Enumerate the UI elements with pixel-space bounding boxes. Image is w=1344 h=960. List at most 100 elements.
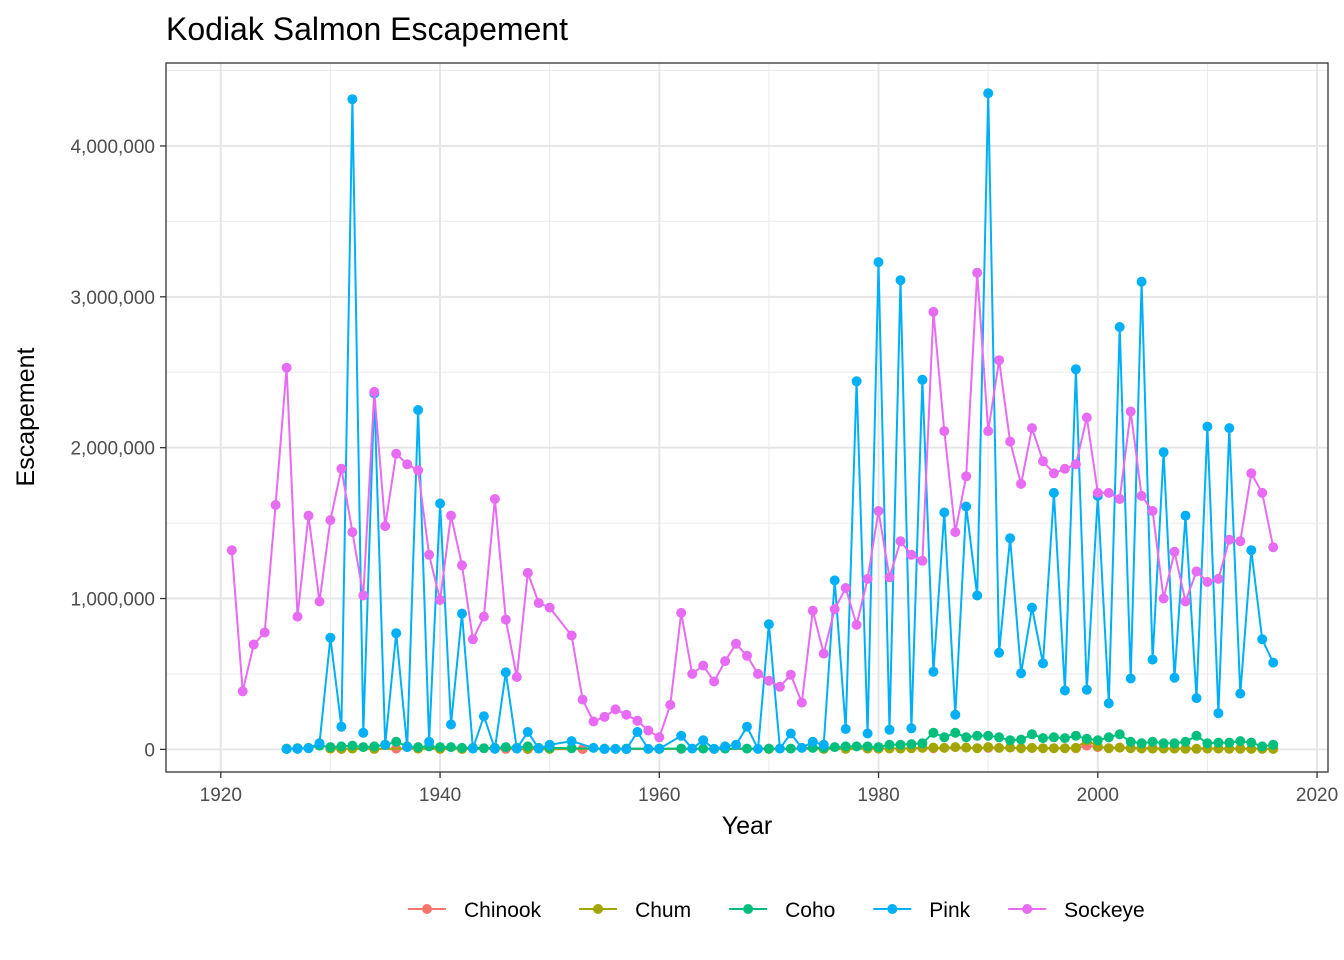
- data-point-sockeye: [511, 672, 522, 682]
- data-point-pink: [478, 711, 489, 722]
- data-point-pink: [336, 721, 347, 732]
- data-point-pink: [676, 730, 687, 741]
- data-point-pink: [1257, 634, 1268, 645]
- data-point-sockeye: [1081, 412, 1092, 423]
- data-point-coho: [763, 743, 774, 754]
- data-point-sockeye: [566, 630, 577, 641]
- data-point-sockeye: [1235, 536, 1246, 547]
- x-axis: 1920 1940 1960 1980 2000 2020: [200, 772, 1338, 806]
- data-point-coho: [1213, 737, 1224, 748]
- data-point-coho: [1268, 739, 1279, 750]
- x-tick-label: 1920: [200, 785, 242, 806]
- data-point-sockeye: [742, 650, 752, 661]
- data-point-chum: [939, 742, 950, 753]
- data-point-sockeye: [884, 572, 895, 583]
- data-point-chum: [1016, 743, 1027, 754]
- y-tick-label: 2,000,000: [70, 439, 155, 460]
- data-point-pink: [588, 742, 599, 753]
- data-point-pink: [829, 575, 840, 586]
- series-layer: [226, 88, 1279, 755]
- data-point-sockeye: [1147, 506, 1158, 516]
- legend-item-chum: Chum: [579, 899, 691, 922]
- x-tick-label: 1960: [638, 785, 680, 806]
- data-point-coho: [917, 738, 928, 749]
- data-point-sockeye: [402, 459, 413, 470]
- data-point-sockeye: [785, 669, 796, 680]
- data-point-pink: [1191, 693, 1202, 704]
- data-point-coho: [1027, 729, 1037, 740]
- data-point-sockeye: [478, 611, 489, 622]
- data-point-coho: [983, 730, 994, 741]
- data-point-coho: [1114, 729, 1125, 740]
- data-point-pink: [1180, 510, 1191, 521]
- y-tick-label: 1,000,000: [70, 590, 155, 611]
- data-point-sockeye: [950, 527, 961, 538]
- data-point-coho: [1059, 733, 1070, 744]
- data-point-chum: [972, 743, 983, 754]
- data-point-coho: [1235, 736, 1246, 747]
- data-point-coho: [698, 743, 709, 754]
- data-point-sockeye: [489, 494, 500, 504]
- data-point-sockeye: [281, 362, 292, 373]
- data-point-pink: [851, 376, 862, 387]
- data-point-coho: [884, 739, 895, 750]
- data-point-pink: [303, 743, 314, 754]
- data-point-pink: [621, 744, 632, 755]
- data-point-coho: [500, 742, 511, 753]
- data-point-pink: [511, 743, 522, 754]
- data-point-sockeye: [577, 694, 588, 705]
- data-point-sockeye: [314, 596, 325, 607]
- data-point-coho: [950, 727, 961, 738]
- data-point-pink: [358, 727, 369, 738]
- data-point-sockeye: [1158, 593, 1169, 604]
- data-point-sockeye: [1169, 546, 1180, 557]
- data-point-sockeye: [1103, 487, 1114, 498]
- data-point-sockeye: [972, 267, 983, 278]
- data-point-pink: [698, 735, 709, 746]
- data-point-sockeye: [983, 426, 994, 437]
- data-point-sockeye: [994, 355, 1005, 366]
- data-point-pink: [643, 743, 654, 754]
- data-point-pink: [500, 667, 511, 678]
- data-point-pink: [1027, 602, 1037, 613]
- data-point-pink: [687, 743, 698, 754]
- data-point-chum: [1005, 742, 1016, 753]
- data-point-sockeye: [522, 567, 533, 578]
- data-point-pink: [753, 743, 763, 754]
- data-point-pink: [1169, 672, 1180, 683]
- series-line-sockeye: [230, 272, 1275, 739]
- data-point-sockeye: [753, 668, 763, 679]
- data-point-chum: [1070, 742, 1081, 753]
- data-point-coho: [873, 742, 884, 753]
- data-point-sockeye: [1202, 576, 1213, 587]
- data-point-pink: [1125, 673, 1136, 684]
- data-point-sockeye: [1125, 406, 1136, 417]
- series-pink: [281, 88, 1279, 755]
- data-point-sockeye: [467, 634, 478, 645]
- data-point-pink: [731, 739, 741, 750]
- data-point-pink: [1224, 423, 1235, 434]
- data-point-coho: [676, 743, 687, 754]
- data-point-sockeye: [347, 527, 358, 538]
- data-point-sockeye: [906, 549, 917, 560]
- data-point-coho: [1246, 737, 1257, 748]
- data-point-pink: [467, 743, 478, 754]
- data-point-sockeye: [632, 715, 643, 726]
- data-point-pink: [972, 590, 983, 601]
- data-point-sockeye: [1180, 596, 1191, 607]
- data-point-coho: [972, 730, 983, 741]
- data-point-sockeye: [500, 614, 511, 625]
- data-point-coho: [1257, 741, 1268, 752]
- data-point-pink: [950, 709, 961, 720]
- data-point-pink: [533, 743, 544, 754]
- data-point-pink: [402, 742, 413, 753]
- legend-key-point-pink: [887, 904, 898, 914]
- data-point-sockeye: [1114, 494, 1125, 504]
- data-point-coho: [1070, 730, 1081, 741]
- data-point-pink: [994, 647, 1005, 658]
- legend: Chinook Chum Coho Pink Sockeye: [408, 899, 1145, 922]
- data-point-chum: [1103, 743, 1114, 754]
- data-point-coho: [446, 742, 456, 753]
- data-point-coho: [785, 743, 796, 754]
